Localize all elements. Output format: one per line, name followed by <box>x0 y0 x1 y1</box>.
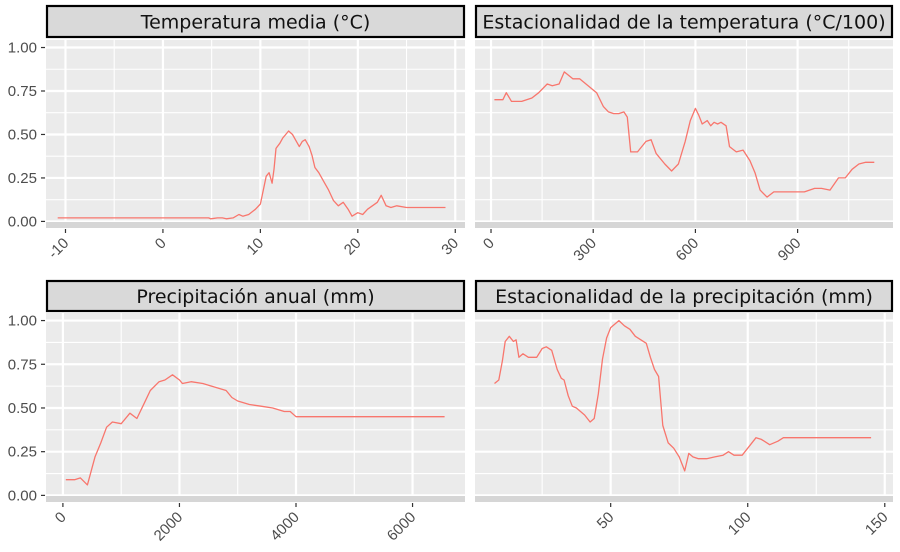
y-tick-label: 0.00 <box>8 213 37 230</box>
y-tick-label: 0.50 <box>8 400 37 417</box>
x-tick-label: 6000 <box>384 509 420 545</box>
x-tick-label: 300 <box>570 235 600 265</box>
x-tick-label: 50 <box>594 509 618 533</box>
y-tick-label: 0.25 <box>8 444 37 461</box>
x-tick-label: 600 <box>673 235 703 265</box>
gridlines <box>46 313 465 502</box>
panel-title: Estacionalidad de la precipitación (mm) <box>495 286 873 308</box>
y-axis: 0.00 0.25 0.50 0.75 1.00 <box>8 40 45 230</box>
y-axis: 0.00 0.25 0.50 0.75 1.00 <box>8 313 45 504</box>
y-tick-label: 0.00 <box>8 487 37 504</box>
y-tick-label: 0.50 <box>8 126 37 143</box>
facet-strip <box>45 279 466 313</box>
panel-title: Estacionalidad de la temperatura (°C/100… <box>482 12 885 34</box>
y-tick-label: 1.00 <box>8 313 37 330</box>
panel-title: Temperatura media (°C) <box>140 12 371 34</box>
y-tick-label: 1.00 <box>8 40 37 57</box>
facet-strip <box>45 4 466 39</box>
y-tick-label: 0.75 <box>8 83 37 100</box>
x-axis: 0 2000 4000 6000 <box>52 503 420 545</box>
facet-strip <box>474 279 894 313</box>
x-axis: -10 0 10 20 30 <box>45 229 462 262</box>
x-tick-label: 4000 <box>267 509 303 545</box>
panel-title: Precipitación anual (mm) <box>136 286 374 308</box>
x-tick-label: 10 <box>243 235 267 259</box>
x-tick-label: 0 <box>52 509 70 527</box>
x-tick-label: 0 <box>152 235 170 253</box>
x-tick-label: 30 <box>438 235 462 259</box>
data-line <box>65 374 445 486</box>
x-axis: 0 300 600 900 <box>480 229 805 265</box>
x-tick-label: 150 <box>862 509 892 539</box>
panel-estacionalidad-temperatura: Estacionalidad de la temperatura (°C/100… <box>474 4 894 265</box>
data-line <box>494 71 875 198</box>
x-tick-label: 0 <box>480 235 498 253</box>
panel-precipitacion-anual: Precipitación anual (mm) 0 2000 4000 6000 0.… <box>8 279 466 545</box>
data-line <box>494 319 872 472</box>
x-tick-label: 2000 <box>151 509 187 545</box>
x-tick-label: -10 <box>45 235 72 262</box>
panel-estacionalidad-precipitacion: Estacionalidad de la precipitación (mm) … <box>474 279 894 539</box>
panel-temperatura-media: Temperatura media (°C) -10 0 10 20 30 0.00 0.2… <box>8 4 466 262</box>
x-tick-label: 20 <box>341 235 365 259</box>
x-tick-label: 100 <box>725 509 755 539</box>
x-axis: 50 100 150 <box>594 503 892 539</box>
gridlines <box>475 313 893 502</box>
y-tick-label: 0.25 <box>8 170 37 187</box>
y-tick-label: 0.75 <box>8 356 37 373</box>
gridlines <box>46 40 465 228</box>
data-line <box>57 130 446 220</box>
gridlines <box>475 40 893 228</box>
x-tick-label: 900 <box>775 235 805 265</box>
facet-strip <box>474 4 894 39</box>
